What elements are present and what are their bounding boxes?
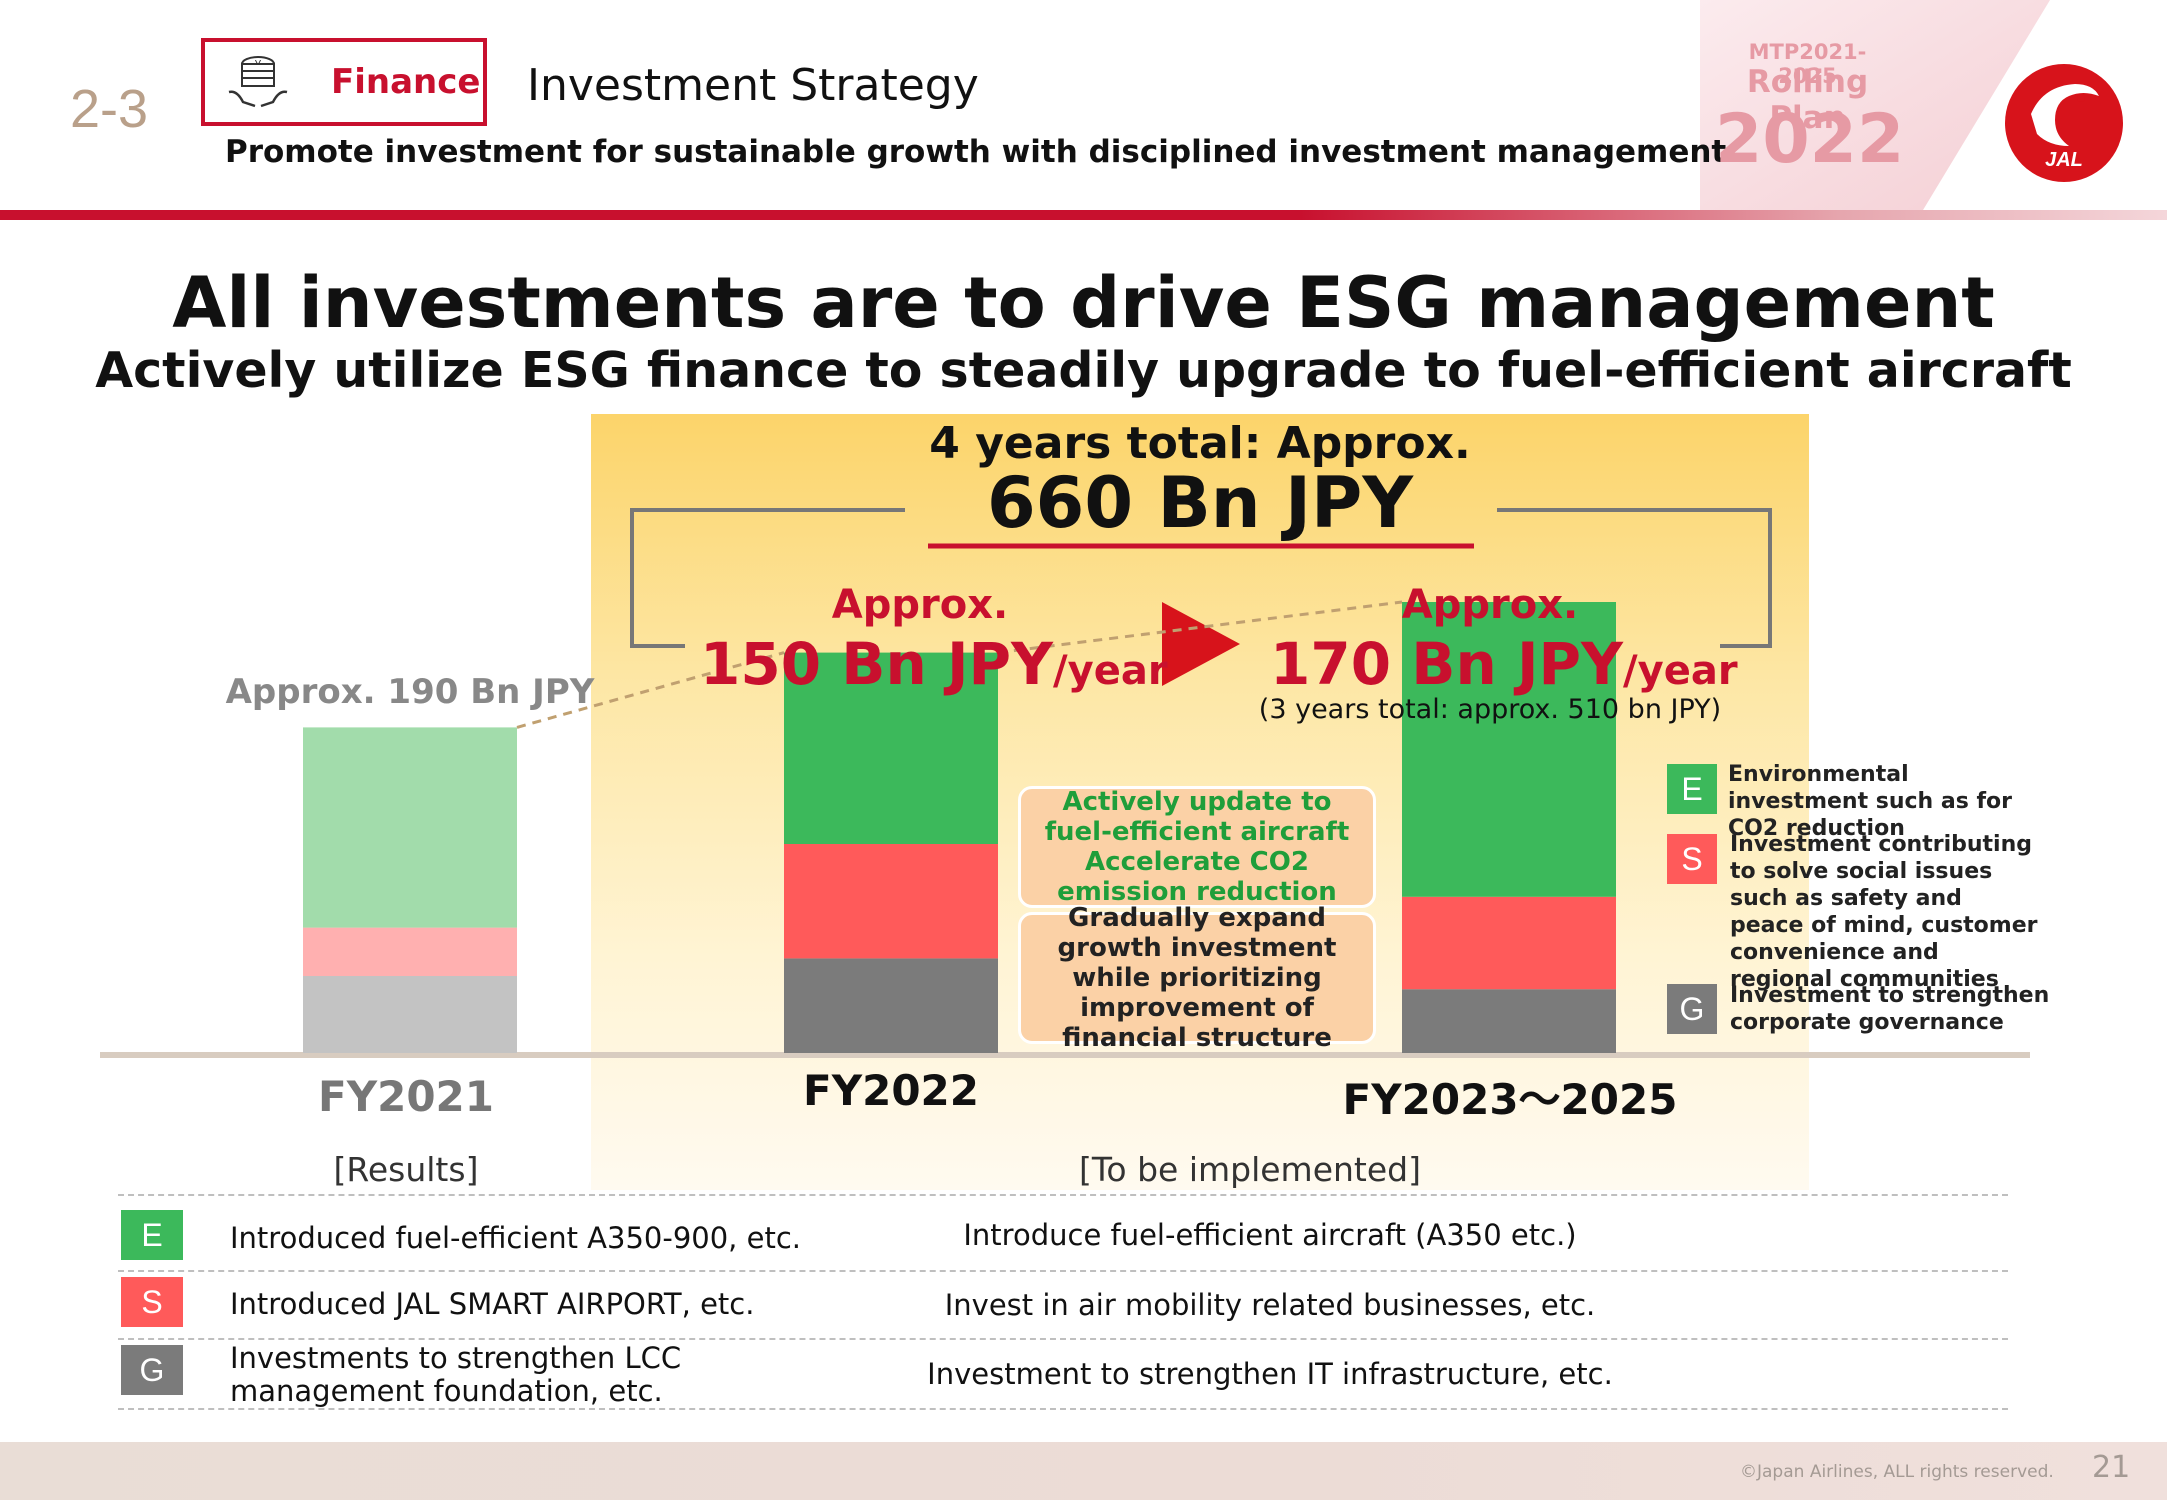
table-row-e-result: Introduced fuel-efficient A350-900, etc. (230, 1221, 801, 1255)
category-label-fy2022: FY2022 (803, 1066, 979, 1115)
bar-s-fy2023-2025 (1402, 896, 1616, 990)
results-label: [Results] (333, 1150, 479, 1189)
bar-e-fy2022 (784, 652, 998, 844)
fy2023-unit: /year (1623, 648, 1738, 694)
table-row-e-box: E (121, 1210, 183, 1260)
fy2023-approx-label: Approx. (1401, 582, 1579, 628)
legend-s-box: S (1667, 834, 1717, 884)
growth-investment-note: Gradually expand growth investment while… (1018, 903, 1376, 1053)
aircraft-update-note: Actively update to fuel-efficient aircra… (1018, 786, 1376, 908)
bar-g-fy2023-2025 (1402, 989, 1616, 1053)
legend-e-key: E (1681, 771, 1703, 807)
legend-e-text: Environmental investment such as for CO2… (1728, 762, 2013, 841)
row-g-key: G (139, 1352, 165, 1388)
bar-s-fy2021 (303, 927, 517, 976)
fy2023-annual-value: 170 Bn JPY/year (1270, 630, 1738, 698)
fy2022-approx-label: Approx. (831, 582, 1009, 628)
bar-e-fy2021 (303, 727, 517, 928)
row-s-key: S (141, 1284, 163, 1320)
table-row-g-box: G (121, 1345, 183, 1395)
table-divider (118, 1270, 2008, 1272)
legend-s-key: S (1681, 841, 1703, 877)
legend-g-box: G (1667, 984, 1717, 1034)
table-row-g-result: Investments to strengthen LCC management… (230, 1341, 682, 1408)
bar-s-fy2022 (784, 844, 998, 959)
category-label-fy2021: FY2021 (318, 1072, 494, 1121)
total-value: 660 Bn JPY (986, 462, 1414, 544)
rolling-plan-label: Rolling Plan (1746, 64, 1869, 136)
fy2022-unit: /year (1053, 648, 1168, 694)
table-row-g-plan: Investment to strengthen IT infrastructu… (927, 1357, 1613, 1391)
fy2021-total-label: Approx. 190 Bn JPY (225, 672, 595, 712)
jal-logo: JAL (2005, 64, 2123, 182)
table-divider (118, 1338, 2008, 1340)
table-row-e-plan: Introduce fuel-efficient aircraft (A350 … (963, 1218, 1577, 1252)
rolling-plan-banner (1700, 0, 2050, 215)
three-year-total-note: (3 years total: approx. 510 bn JPY) (1258, 694, 1722, 725)
mtp-label: MTP2021-2025 (1748, 40, 1867, 88)
table-divider (118, 1408, 2008, 1410)
header-divider (0, 210, 2167, 220)
footer-bar (0, 1442, 2167, 1500)
fy2022-annual-value: 150 Bn JPY/year (700, 630, 1168, 698)
bar-g-fy2022 (784, 958, 998, 1053)
fy2023-value: 170 Bn JPY (1270, 630, 1624, 698)
finance-badge: ¥ Finance (201, 38, 487, 126)
main-headline: All investments are to drive ESG managem… (172, 262, 1995, 344)
table-row-s-plan: Invest in air mobility related businesse… (944, 1288, 1596, 1322)
coins-hand-icon: ¥ (228, 56, 288, 108)
legend-g-key: G (1679, 991, 1705, 1027)
legend-e-box: E (1667, 764, 1717, 814)
page-number: 21 (2092, 1450, 2131, 1485)
connector-line-fy2022-fy2023 (997, 600, 1403, 655)
copyright-text: ©Japan Airlines, ALL rights reserved. (1740, 1462, 2054, 1482)
logo-text: JAL (2045, 149, 2083, 171)
to-be-implemented-label: [To be implemented] (1078, 1150, 1421, 1189)
page-subtitle: Promote investment for sustainable growt… (225, 134, 1727, 170)
section-number: 2-3 (70, 79, 149, 139)
row-e-key: E (141, 1217, 163, 1253)
table-row-s-box: S (121, 1277, 183, 1327)
legend-g-text: Investment to strengthen corporate gover… (1730, 983, 2050, 1035)
table-divider (118, 1194, 2008, 1196)
badge-label: Finance (331, 62, 481, 102)
legend-s-text: Investment contributing to solve social … (1730, 832, 2038, 992)
sub-headline: Actively utilize ESG finance to steadily… (95, 342, 2072, 399)
bar-e-fy2023-2025 (1402, 602, 1616, 897)
category-label-fy2023-2025: FY2023～2025 (1342, 1075, 1678, 1124)
rolling-plan-year: 2022 (1715, 100, 1905, 179)
total-label: 4 years total: Approx. (929, 418, 1471, 469)
page-title: Investment Strategy (527, 60, 979, 111)
bar-g-fy2021 (303, 976, 517, 1053)
table-row-s-result: Introduced JAL SMART AIRPORT, etc. (230, 1287, 755, 1321)
fy2022-value: 150 Bn JPY (700, 630, 1054, 698)
connector-line-fy2021-fy2022 (516, 651, 785, 729)
